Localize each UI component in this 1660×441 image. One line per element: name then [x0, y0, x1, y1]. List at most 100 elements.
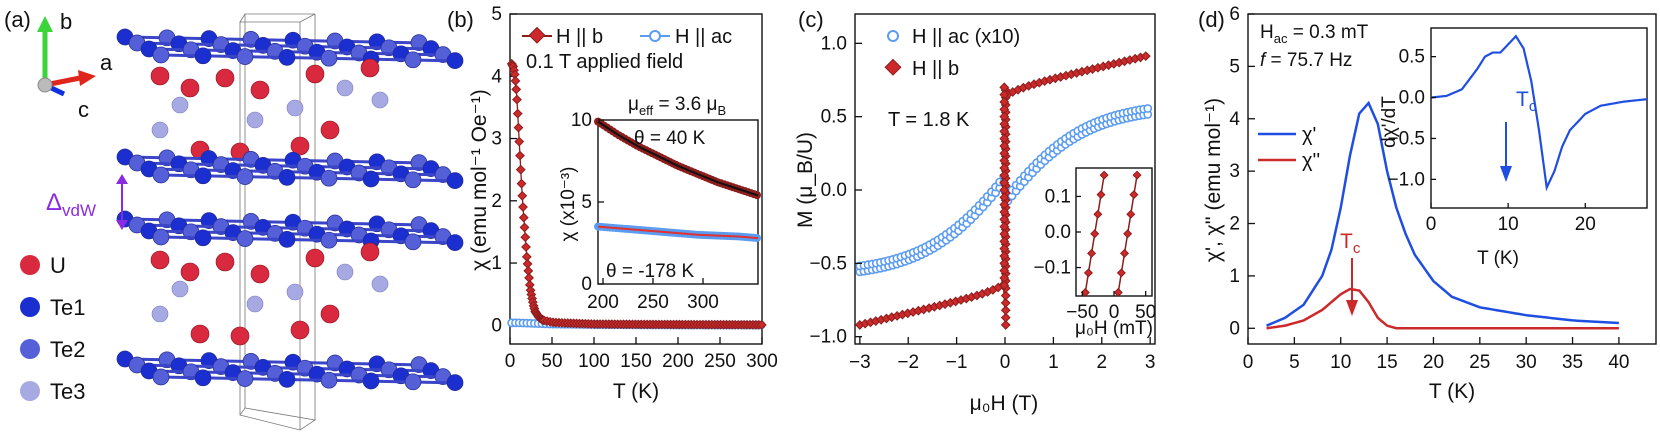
- panel-b-label: (b): [447, 7, 474, 32]
- panel-d-ann-hac: Hac = 0.3 mT: [1260, 22, 1369, 46]
- panel-c-xlabel: μ₀H (T): [970, 392, 1039, 415]
- panel-b-ylabel: χ (emu mol⁻¹ Oe⁻¹): [468, 89, 491, 270]
- panel-a: (a) b a c ΔvdW: [4, 7, 464, 431]
- h-b-point: [516, 178, 527, 189]
- h-b-point: [519, 222, 530, 233]
- y-tick-label: 3: [491, 129, 502, 150]
- panel-b-legend: H || b H || ac 0.1 T applied field: [522, 26, 732, 73]
- x-tick-label: 20: [1423, 352, 1444, 373]
- y-tick-label: 10: [571, 110, 592, 131]
- te-atom: [152, 46, 170, 64]
- crystal-structure: [116, 28, 464, 391]
- x-tick-label: 1: [1048, 352, 1059, 373]
- x-tick-label: 300: [746, 351, 778, 372]
- panel-d-label: (d): [1198, 7, 1225, 32]
- inset-c-point: [1083, 268, 1093, 278]
- u-atom: [250, 264, 270, 284]
- x-tick-label: −3: [849, 352, 871, 373]
- te3-atom: [246, 295, 264, 313]
- x-tick-label: −50: [1066, 302, 1098, 323]
- h-b-point: [512, 108, 523, 119]
- c-axis-label: c: [78, 97, 89, 122]
- legend-c-ac-marker: [887, 30, 899, 42]
- u-atom: [150, 250, 170, 270]
- x-tick-label: 250: [637, 292, 669, 313]
- vdw-label: ΔvdW: [46, 189, 96, 220]
- te-atom: [236, 48, 254, 65]
- panel-c-inset: −50 0 50 −0.1 0.0 0.1 μ₀H (mT): [1033, 167, 1156, 339]
- inset-b-ann-bottom: θ = -178 K: [606, 261, 695, 282]
- panel-a-label: (a): [4, 7, 31, 32]
- panel-b-inset: μeff = 3.6 μB 200 250 300 0 5 10 χ (x10⁻³) θ…: [558, 94, 761, 313]
- u-atom: [360, 242, 380, 262]
- x-tick-label: 200: [587, 292, 619, 313]
- x-tick-label: 3: [1145, 352, 1156, 373]
- h-b-point: [1140, 51, 1151, 62]
- inset-d-x-ticks: 0 10 20: [1426, 203, 1596, 235]
- u-atom: [180, 262, 200, 282]
- h-b-point: [514, 136, 525, 147]
- y-tick-label: −1.0: [809, 327, 847, 348]
- h-b-point: [1000, 298, 1011, 308]
- te-atom: [278, 169, 296, 186]
- x-tick-label: 10: [1498, 214, 1519, 235]
- legend-te1-marker: [20, 297, 40, 317]
- x-tick-label: 0: [1000, 352, 1011, 373]
- u-atom: [305, 64, 325, 84]
- h-b-point: [518, 212, 529, 223]
- legend-te3-label: Te3: [50, 379, 85, 404]
- te3-atom: [171, 96, 189, 114]
- y-tick-label: 0.0: [1399, 88, 1425, 109]
- te3-atom: [171, 280, 189, 298]
- panel-d-tc-marker: Tc: [1340, 230, 1361, 316]
- y-tick-label: 1: [491, 253, 502, 274]
- x-tick-label: 15: [1377, 352, 1398, 373]
- te3-atom: [286, 283, 304, 301]
- te3-atom: [151, 121, 169, 139]
- h-b-point: [510, 76, 521, 86]
- u-atom: [320, 304, 340, 324]
- legend-b-marker: [528, 26, 546, 44]
- te-atom: [320, 371, 338, 389]
- inset-d-xlabel: T (K): [1477, 248, 1519, 269]
- h-b-point: [511, 84, 522, 95]
- inset-d-ylabel: dχ'/dT: [1379, 96, 1400, 148]
- y-tick-label: 0: [581, 274, 592, 295]
- te-atom: [236, 230, 254, 247]
- x-tick-label: 20: [1575, 214, 1596, 235]
- x-tick-label: 0: [505, 351, 516, 372]
- te-atom: [320, 231, 338, 249]
- x-tick-label: 50: [1135, 302, 1156, 323]
- y-tick-label: 0.5: [1399, 47, 1425, 68]
- te-atom: [278, 371, 296, 388]
- u-atom: [180, 78, 200, 98]
- h-b-point: [756, 319, 767, 330]
- x-tick-label: 0: [1426, 214, 1437, 235]
- te-atom: [236, 168, 254, 185]
- inset-b-ylabel: χ (x10⁻³): [558, 167, 579, 242]
- axis-origin: [37, 77, 53, 93]
- te-atom: [362, 372, 380, 390]
- h-b-point: [517, 190, 528, 201]
- dchi-dt-line: [1430, 34, 1648, 192]
- x-tick-label: 0: [1243, 352, 1254, 373]
- x-tick-label: 300: [687, 292, 719, 313]
- te-atom: [404, 51, 422, 69]
- te-atom: [194, 167, 212, 185]
- x-tick-label: 35: [1562, 352, 1583, 373]
- panel-c-annotation: T = 1.8 K: [888, 109, 970, 131]
- u-atom: [320, 120, 340, 140]
- a-axis-label: a: [100, 50, 113, 75]
- panel-d: (d) 0 5 10 15 20 25 30 35 40 0 1 2 3 4 5 6 T (K) χ', χ…: [1198, 4, 1657, 403]
- h-b-point: [518, 202, 528, 212]
- y-tick-label: 0: [491, 315, 502, 336]
- vdw-gap: ΔvdW: [46, 174, 128, 230]
- panel-c-label: (c): [798, 7, 824, 32]
- h-b-point: [515, 150, 525, 161]
- u-atom: [290, 136, 310, 156]
- h-b-point: [1000, 312, 1011, 323]
- x-tick-label: 250: [704, 351, 736, 372]
- te-atom: [194, 229, 212, 247]
- inset-tc-arrowhead: [1500, 166, 1512, 182]
- te-atom: [404, 233, 422, 251]
